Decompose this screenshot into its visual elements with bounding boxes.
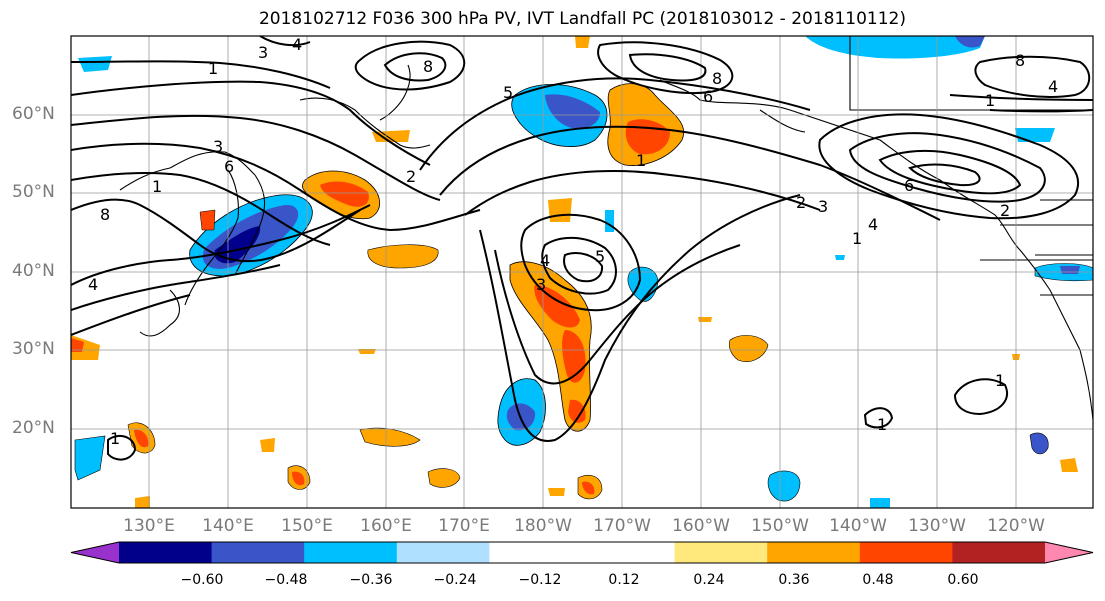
colorbar-tick-label: 0.36 bbox=[778, 572, 810, 588]
contour-label: 8 bbox=[1015, 51, 1025, 70]
colorbar-segment bbox=[582, 542, 676, 563]
contour-label: 1 bbox=[636, 151, 646, 170]
map-title: 2018102712 F036 300 hPa PV, IVT Landfall… bbox=[258, 9, 906, 29]
contour-label: 5 bbox=[503, 83, 513, 102]
colorbar-segment bbox=[119, 542, 213, 563]
lon-label: 180°W bbox=[514, 516, 572, 536]
colorbar-segment bbox=[489, 542, 583, 563]
lon-label: 140°W bbox=[829, 516, 887, 536]
contour-label: 4 bbox=[868, 215, 878, 234]
colorbar-segment bbox=[396, 542, 490, 563]
colorbar-extend-max bbox=[1045, 542, 1093, 563]
colorbar-tick-label: −0.48 bbox=[264, 572, 308, 588]
contour-label: 1 bbox=[985, 91, 995, 110]
contour-label: 1 bbox=[852, 229, 862, 248]
colorbar-tick-label: 0.48 bbox=[862, 572, 894, 588]
colorbar-segment bbox=[674, 542, 768, 563]
lat-label-50n: 50°N bbox=[12, 182, 55, 202]
contour-label: 3 bbox=[536, 275, 546, 294]
contour-label: 1 bbox=[995, 371, 1005, 390]
contour-label: 3 bbox=[818, 197, 828, 216]
contour-label: 6 bbox=[224, 157, 234, 176]
colorbar-segment bbox=[211, 542, 305, 563]
map-plot-area: 1 2 3 4 5 6 8 1 3 5 6 8 2 3 4 1 1 4 8 2 … bbox=[71, 35, 1093, 508]
colorbar-tick-label: −0.36 bbox=[349, 572, 393, 588]
contour-label: 3 bbox=[258, 43, 268, 62]
colorbar-outline bbox=[70, 541, 1094, 564]
contour-label: 8 bbox=[712, 69, 722, 88]
colorbar bbox=[70, 541, 1094, 564]
colorbar-tick-label: 0.60 bbox=[947, 572, 979, 588]
contour-label: 1 bbox=[208, 59, 218, 78]
lon-label: 170°E bbox=[438, 516, 490, 536]
colorbar-segment bbox=[304, 542, 398, 563]
lon-label: 130°W bbox=[908, 516, 966, 536]
lon-label: 130°E bbox=[123, 516, 175, 536]
pv-contours bbox=[71, 36, 1093, 461]
contour-label: 6 bbox=[904, 176, 914, 195]
lon-label: 160°E bbox=[360, 516, 412, 536]
contour-label: 4 bbox=[88, 275, 98, 294]
contour-label: 4 bbox=[540, 251, 550, 270]
contour-label: 2 bbox=[406, 167, 416, 186]
colorbar-segment bbox=[952, 542, 1046, 563]
lon-label: 150°W bbox=[751, 516, 809, 536]
colorbar-tick-label: 0.24 bbox=[693, 572, 725, 588]
contour-label: 1 bbox=[152, 177, 162, 196]
colorbar-segment bbox=[767, 542, 861, 563]
colorbar-segment bbox=[859, 542, 953, 563]
contour-label: 8 bbox=[423, 57, 433, 76]
contour-label: 3 bbox=[213, 137, 223, 156]
contour-label: 4 bbox=[292, 35, 302, 54]
lat-label-30n: 30°N bbox=[12, 339, 55, 359]
lon-label: 120°W bbox=[987, 516, 1045, 536]
lon-label: 170°W bbox=[593, 516, 651, 536]
colorbar-tick-label: 0.12 bbox=[608, 572, 640, 588]
lat-label-20n: 20°N bbox=[12, 418, 55, 438]
colorbar-extend-min bbox=[71, 542, 119, 563]
contour-label: 8 bbox=[100, 205, 110, 224]
contour-labels: 1 2 3 4 5 6 8 1 3 5 6 8 2 3 4 1 1 4 8 2 … bbox=[88, 35, 1058, 448]
colorbar-tick-label: −0.60 bbox=[180, 572, 224, 588]
positive-anomaly-shading bbox=[71, 36, 1078, 508]
lon-label: 150°E bbox=[281, 516, 333, 536]
lat-lon-grid bbox=[71, 36, 1093, 508]
lat-label-60n: 60°N bbox=[12, 104, 55, 124]
map-frame bbox=[70, 35, 1094, 509]
lon-label: 160°W bbox=[672, 516, 730, 536]
contour-label: 2 bbox=[1000, 201, 1010, 220]
lat-label-40n: 40°N bbox=[12, 261, 55, 281]
colorbar-tick-label: −0.24 bbox=[433, 572, 477, 588]
contour-label: 5 bbox=[595, 247, 605, 266]
contour-label: 1 bbox=[877, 415, 887, 434]
contour-label: 4 bbox=[1048, 77, 1058, 96]
contour-label: 2 bbox=[796, 193, 806, 212]
lon-label: 140°E bbox=[202, 516, 254, 536]
colorbar-tick-label: −0.12 bbox=[518, 572, 562, 588]
contour-label: 1 bbox=[110, 429, 120, 448]
contour-label: 6 bbox=[703, 87, 713, 106]
